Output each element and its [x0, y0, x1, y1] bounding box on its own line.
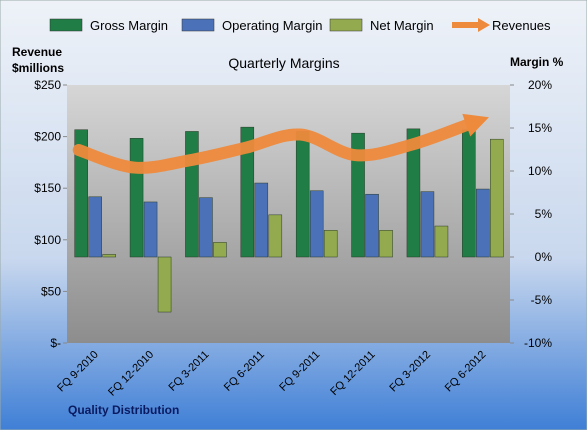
- legend-swatch: [478, 18, 490, 32]
- bar: [185, 131, 199, 258]
- y-tick-label: $50: [41, 284, 61, 298]
- bar: [420, 191, 435, 258]
- source: Quality Distribution: [68, 403, 179, 417]
- bar: [323, 230, 338, 258]
- y2-tick-label: 20%: [528, 78, 552, 92]
- bar: [88, 196, 102, 258]
- legend-label: Operating Margin: [222, 18, 322, 33]
- bar: [143, 201, 158, 258]
- bar: [74, 129, 88, 258]
- bar: [268, 214, 283, 258]
- bar: [434, 225, 449, 258]
- bar: [240, 126, 255, 258]
- bar: [199, 197, 213, 258]
- bar: [254, 182, 269, 258]
- y-tick-label: $-: [50, 336, 61, 350]
- bar: [476, 188, 490, 258]
- bar: [309, 190, 324, 258]
- y2-tick-label: 5%: [535, 207, 553, 221]
- bar: [490, 138, 504, 258]
- revenue-line: [72, 119, 473, 174]
- arrow-head: [462, 113, 489, 137]
- legend-swatch: [181, 18, 215, 32]
- y2-tick-label: 0%: [535, 250, 553, 264]
- y2-axis-label: Margin %: [510, 55, 564, 69]
- bar: [213, 242, 227, 258]
- bar: [129, 138, 144, 258]
- legend-label: Gross Margin: [90, 18, 168, 33]
- bar: [462, 129, 476, 258]
- legend-swatch: [329, 18, 363, 32]
- legend-swatch: [49, 18, 83, 32]
- bar: [351, 132, 365, 258]
- y2-tick-label: 15%: [528, 121, 552, 135]
- y-tick-label: $150: [34, 181, 61, 195]
- y-tick-label: $200: [34, 130, 61, 144]
- y-tick-label: $100: [34, 233, 61, 247]
- bar: [379, 230, 393, 258]
- y2-tick-label: 10%: [528, 164, 552, 178]
- bar: [365, 193, 379, 258]
- chart-title: Quarterly Margins: [228, 55, 339, 71]
- y2-tick-label: -5%: [531, 293, 553, 307]
- bar: [295, 131, 310, 258]
- y2-tick-label: -10%: [524, 336, 552, 350]
- bar: [406, 128, 421, 258]
- y-tick-label: $250: [34, 78, 61, 92]
- y-axis-label: Revenue: [12, 45, 62, 59]
- legend-label: Revenues: [492, 18, 551, 33]
- bar: [102, 254, 116, 258]
- bar: [157, 256, 172, 313]
- legend-label: Net Margin: [370, 18, 434, 33]
- y-axis-label: $millions: [12, 61, 64, 75]
